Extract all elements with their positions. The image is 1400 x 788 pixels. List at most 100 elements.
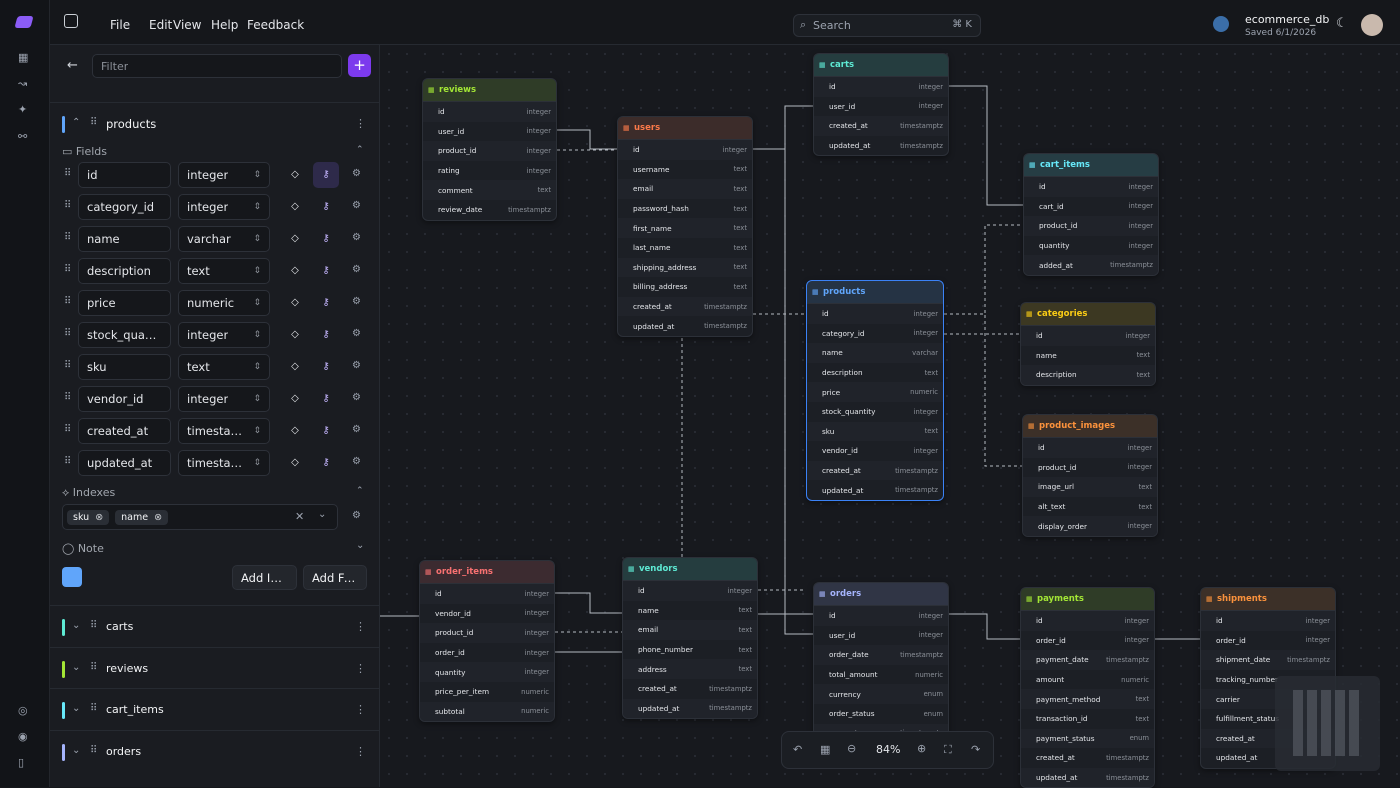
table-node[interactable]: ▦ vendors id integer name text email text phone_… bbox=[622, 557, 758, 720]
unique-toggle[interactable]: ◇ bbox=[291, 361, 299, 372]
index-columns[interactable]: sku ⊗ name ⊗ bbox=[62, 504, 338, 530]
table-node[interactable]: ▦ carts id integer user_id integer created_at t… bbox=[813, 53, 949, 157]
menu-item[interactable]: Help bbox=[211, 18, 239, 32]
undo[interactable]: ↶ bbox=[793, 743, 803, 756]
back-button[interactable]: ← bbox=[67, 58, 78, 73]
discord-icon[interactable]: ◎ bbox=[18, 704, 28, 717]
field-name-input[interactable]: stock_quantity bbox=[78, 322, 171, 348]
table-node[interactable]: ▦ categories id integer name text description t… bbox=[1020, 302, 1156, 386]
table-name[interactable]: orders bbox=[106, 744, 142, 758]
table-node[interactable]: ▦ product_images id integer product_id intege… bbox=[1022, 414, 1158, 537]
search-box[interactable]: ⌕ Search ⌘ K bbox=[793, 14, 981, 37]
primary-key-toggle[interactable]: ⚷ bbox=[322, 201, 330, 212]
table-menu[interactable]: ⋮ bbox=[355, 620, 366, 633]
relations-icon[interactable]: ↝ bbox=[18, 77, 28, 90]
unique-toggle[interactable]: ◇ bbox=[291, 457, 299, 468]
fit-view[interactable]: ▦ bbox=[820, 743, 831, 756]
unique-toggle[interactable]: ◇ bbox=[291, 169, 299, 180]
table-menu[interactable]: ⋮ bbox=[355, 703, 366, 716]
field-type-select[interactable]: timestamptz ⇕ bbox=[178, 418, 270, 444]
chip-remove[interactable]: ⊗ bbox=[95, 511, 104, 523]
field-name-input[interactable]: price bbox=[78, 290, 171, 316]
menu-item[interactable]: File bbox=[110, 18, 131, 32]
tables-icon[interactable]: ▦ bbox=[18, 51, 29, 64]
filter-input[interactable]: Filter bbox=[92, 54, 342, 78]
field-name-input[interactable]: category_id bbox=[78, 194, 171, 220]
field-type-select[interactable]: varchar ⇕ bbox=[178, 226, 270, 252]
field-settings[interactable]: ⚙ bbox=[352, 200, 361, 211]
theme-toggle[interactable]: ☾ bbox=[1336, 16, 1348, 31]
field-settings[interactable]: ⚙ bbox=[352, 232, 361, 243]
table-name[interactable]: reviews bbox=[106, 661, 149, 675]
field-type-select[interactable]: text ⇕ bbox=[178, 354, 270, 380]
primary-key-toggle[interactable]: ⚷ bbox=[322, 297, 330, 308]
unique-toggle[interactable]: ◇ bbox=[291, 265, 299, 276]
avatar[interactable] bbox=[1361, 14, 1383, 36]
ai-icon[interactable]: ✦ bbox=[18, 103, 28, 116]
primary-key-toggle[interactable]: ⚷ bbox=[322, 425, 330, 436]
unique-toggle[interactable]: ◇ bbox=[291, 233, 299, 244]
chip-remove[interactable]: ⊗ bbox=[154, 511, 163, 523]
expand-toggle[interactable]: ⌄ bbox=[72, 661, 81, 673]
table-name[interactable]: carts bbox=[106, 620, 134, 633]
unique-toggle[interactable]: ◇ bbox=[291, 425, 299, 436]
sidebar-toggle[interactable] bbox=[64, 14, 78, 28]
field-settings[interactable]: ⚙ bbox=[352, 328, 361, 339]
expand-toggle[interactable]: ⌄ bbox=[72, 620, 81, 631]
table-node[interactable]: ▦ payments id integer order_id integer payment… bbox=[1020, 587, 1155, 788]
primary-key-toggle[interactable]: ⚷ bbox=[322, 457, 330, 468]
table-node[interactable]: ▦ cart_items id integer cart_id integer produc… bbox=[1023, 153, 1159, 276]
zoom-in[interactable]: ⊕ bbox=[917, 742, 927, 755]
field-name-input[interactable]: description bbox=[78, 258, 171, 284]
primary-key-toggle[interactable]: ⚷ bbox=[322, 233, 330, 244]
expand-toggle[interactable]: ⌄ bbox=[72, 703, 81, 714]
menu-item[interactable]: Edit bbox=[149, 18, 173, 32]
table-menu[interactable]: ⋮ bbox=[355, 117, 366, 130]
collapse-toggle[interactable]: ⌃ bbox=[72, 117, 81, 128]
field-name-input[interactable]: name bbox=[78, 226, 171, 252]
table-node[interactable]: ▦ order_items id integer vendor_id integer pro… bbox=[419, 560, 555, 723]
primary-key-toggle[interactable]: ⚷ bbox=[313, 162, 339, 188]
redo[interactable]: ↷ bbox=[971, 743, 981, 756]
links-icon[interactable]: ⚯ bbox=[18, 130, 28, 143]
table-menu[interactable]: ⋮ bbox=[355, 661, 366, 675]
table-node[interactable]: ▦ reviews id integer user_id integer product_i… bbox=[422, 78, 557, 221]
index-settings[interactable]: ⚙ bbox=[352, 510, 361, 521]
field-type-select[interactable]: text ⇕ bbox=[178, 258, 270, 284]
add-field-button[interactable]: Add Field bbox=[303, 565, 367, 590]
unique-toggle[interactable]: ◇ bbox=[291, 201, 299, 212]
field-settings[interactable]: ⚙ bbox=[352, 456, 361, 467]
indexes-collapse[interactable]: ⌃ bbox=[356, 486, 364, 496]
unique-toggle[interactable]: ◇ bbox=[291, 329, 299, 340]
primary-key-toggle[interactable]: ⚷ bbox=[322, 265, 330, 276]
add-index-button[interactable]: Add Index bbox=[232, 565, 297, 590]
menu-item[interactable]: Feedback bbox=[247, 18, 305, 32]
field-settings[interactable]: ⚙ bbox=[352, 168, 361, 179]
primary-key-toggle[interactable]: ⚷ bbox=[322, 393, 330, 404]
index-dropdown[interactable]: ⌄ bbox=[318, 509, 327, 520]
menu-item[interactable]: View bbox=[173, 18, 202, 32]
color-picker[interactable] bbox=[62, 567, 82, 587]
field-type-select[interactable]: timestamptz ⇕ bbox=[178, 450, 270, 476]
add-table-button[interactable]: + bbox=[348, 54, 371, 77]
field-settings[interactable]: ⚙ bbox=[352, 360, 361, 371]
field-type-select[interactable]: integer ⇕ bbox=[178, 386, 270, 412]
unique-toggle[interactable]: ◇ bbox=[291, 297, 299, 308]
primary-key-toggle[interactable]: ⚷ bbox=[322, 361, 330, 372]
github-icon[interactable]: ◉ bbox=[18, 730, 28, 743]
note-expand[interactable]: ⌄ bbox=[356, 540, 365, 551]
field-type-select[interactable]: integer ⇕ bbox=[178, 162, 270, 188]
field-type-select[interactable]: numeric ⇕ bbox=[178, 290, 270, 316]
unique-toggle[interactable]: ◇ bbox=[291, 393, 299, 404]
field-settings[interactable]: ⚙ bbox=[352, 296, 361, 307]
minimap[interactable] bbox=[1275, 676, 1380, 771]
table-node[interactable]: ▦ products id integer category_id integer name… bbox=[806, 280, 944, 501]
field-name-input[interactable]: sku bbox=[78, 354, 171, 380]
table-name[interactable]: cart_items bbox=[106, 703, 164, 716]
field-settings[interactable]: ⚙ bbox=[352, 264, 361, 275]
field-name-input[interactable]: updated_at bbox=[78, 450, 171, 476]
field-settings[interactable]: ⚙ bbox=[352, 392, 361, 403]
expand-toggle[interactable]: ⌄ bbox=[72, 744, 81, 756]
index-clear[interactable]: ✕ bbox=[295, 510, 305, 523]
field-settings[interactable]: ⚙ bbox=[352, 424, 361, 435]
